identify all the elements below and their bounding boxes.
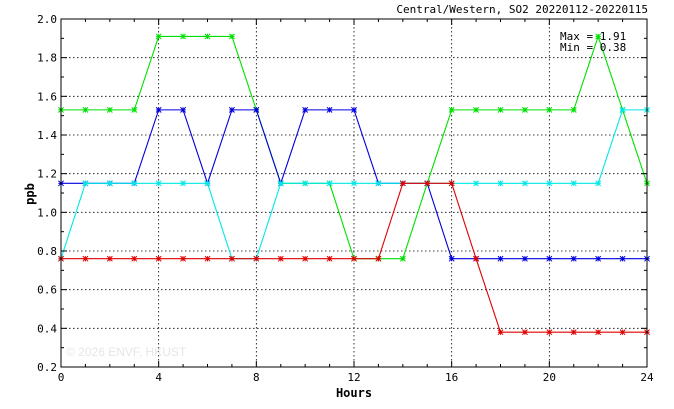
data-point	[448, 255, 455, 262]
data-point	[326, 255, 333, 262]
y-tick-label: 2.0	[37, 13, 57, 26]
x-tick-label: 20	[543, 371, 556, 384]
data-point	[155, 180, 162, 187]
y-tick-label: 0.4	[37, 322, 57, 335]
data-point	[180, 33, 187, 40]
data-point	[180, 180, 187, 187]
data-point	[521, 329, 528, 336]
y-tick-label: 1.0	[37, 206, 57, 219]
data-point	[546, 255, 553, 262]
data-point	[424, 180, 431, 187]
data-point	[570, 329, 577, 336]
data-point	[448, 180, 455, 187]
y-tick-label: 0.8	[37, 245, 57, 258]
data-point	[277, 180, 284, 187]
x-tick-label: 24	[640, 371, 654, 384]
data-point	[570, 180, 577, 187]
data-point	[595, 33, 602, 40]
data-point	[106, 180, 113, 187]
data-point	[155, 106, 162, 113]
series-3	[58, 180, 650, 336]
data-point	[180, 255, 187, 262]
grid	[61, 19, 647, 367]
data-point	[106, 255, 113, 262]
data-point	[570, 255, 577, 262]
data-point	[326, 180, 333, 187]
data-point	[253, 106, 260, 113]
data-point	[399, 255, 406, 262]
data-point	[351, 180, 357, 187]
x-tick-label: 16	[445, 371, 458, 384]
y-tick-label: 1.6	[37, 90, 57, 103]
data-point	[180, 106, 187, 113]
data-point	[521, 106, 528, 113]
data-point	[497, 255, 504, 262]
data-point	[521, 180, 528, 187]
y-tick-label: 1.8	[37, 52, 57, 65]
axis-ticks: 0 4 8 12 16 20 24 0.2 0.4 0.6 0.8 1.0 1.2 1.4 1.6 1.8 2.…	[37, 13, 654, 384]
y-tick-label: 0.2	[37, 361, 57, 374]
data-point	[131, 106, 138, 113]
data-point	[497, 329, 504, 336]
data-point	[595, 255, 602, 262]
data-point	[595, 180, 602, 187]
data-point	[595, 329, 602, 336]
data-point	[546, 106, 553, 113]
watermark: © 2026 ENVF, HKUST	[66, 345, 187, 359]
data-point	[228, 255, 235, 262]
data-point	[619, 106, 626, 113]
y-tick-label: 1.2	[37, 168, 57, 181]
data-point	[82, 180, 89, 187]
x-tick-label: 4	[155, 371, 162, 384]
data-point	[351, 106, 357, 113]
data-point	[619, 255, 626, 262]
data-point	[302, 180, 309, 187]
data-point	[302, 255, 309, 262]
x-tick-label: 8	[253, 371, 260, 384]
max-label: Max = 1.91	[560, 30, 626, 43]
data-point	[546, 180, 553, 187]
data-point	[82, 255, 89, 262]
data-point	[497, 106, 504, 113]
data-point	[204, 255, 211, 262]
data-point	[253, 255, 260, 262]
data-point	[375, 180, 382, 187]
data-point	[204, 180, 211, 187]
data-point	[228, 33, 235, 40]
data-point	[82, 106, 89, 113]
min-label: Min = 0.38	[560, 41, 626, 54]
data-point	[570, 106, 577, 113]
data-point	[473, 106, 480, 113]
y-tick-label: 1.4	[37, 129, 57, 142]
data-point	[326, 106, 333, 113]
chart-title: Central/Western, SO2 20220112-20220115	[396, 3, 648, 16]
data-point	[473, 255, 480, 262]
x-tick-label: 0	[58, 371, 65, 384]
data-point	[399, 180, 406, 187]
data-point	[302, 106, 309, 113]
x-axis-label: Hours	[336, 386, 372, 400]
data-point	[521, 255, 528, 262]
data-point	[473, 180, 480, 187]
data-point	[448, 106, 455, 113]
data-point	[155, 255, 162, 262]
x-tick-label: 12	[347, 371, 360, 384]
data-point	[106, 106, 113, 113]
data-point	[375, 255, 382, 262]
data-point	[204, 33, 211, 40]
data-point	[131, 180, 138, 187]
y-axis-label: ppb	[23, 183, 37, 205]
data-point	[131, 255, 138, 262]
data-point	[351, 255, 357, 262]
y-tick-label: 0.6	[37, 284, 57, 297]
data-point	[546, 329, 553, 336]
data-point	[619, 329, 626, 336]
data-point	[155, 33, 162, 40]
data-point	[228, 106, 235, 113]
series-group	[58, 33, 650, 336]
data-point	[497, 180, 504, 187]
data-point	[277, 255, 284, 262]
